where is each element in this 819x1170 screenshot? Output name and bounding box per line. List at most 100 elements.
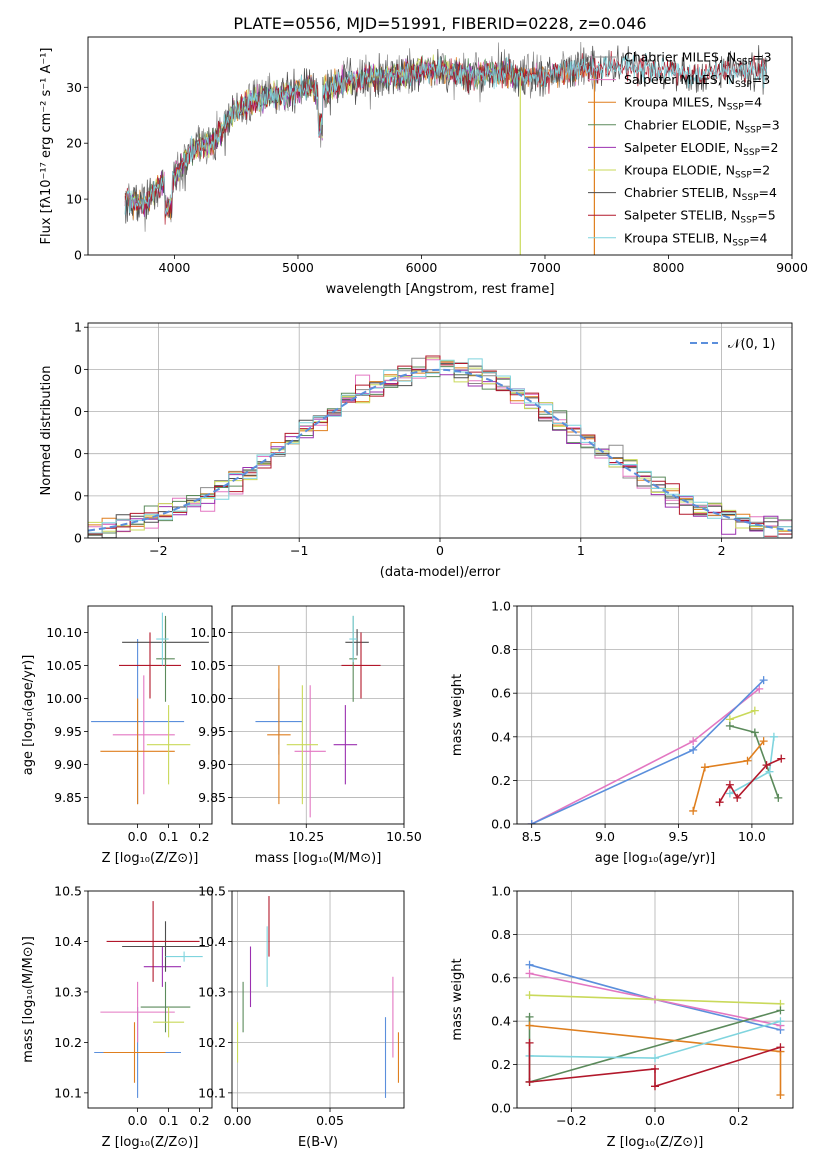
- x-tick-label: −0.2: [556, 1113, 586, 1128]
- data-point: [103, 1022, 166, 1083]
- legend-label-sub: SSP: [727, 103, 744, 113]
- chart-mass_weight_vs_age: 8.5 9.0 9.5 10.0 0.0 0.2 0.4 0.6 0.8 1.0 age [log₁…: [450, 599, 794, 866]
- chart-residuals: 𝒩(0, 1) −2 −1 0 1 2 0 0 0 0 0 1 (data-model)/error No…: [39, 320, 793, 580]
- y-tick-label: 9.90: [198, 757, 226, 772]
- legend-label-sub: SSP: [744, 125, 761, 135]
- legend-label-eq: =4: [759, 185, 777, 200]
- y-tick-label: 10.3: [54, 984, 82, 999]
- x-tick-label: 10.25: [288, 829, 324, 844]
- weight-marker: [750, 728, 759, 737]
- data-point: [341, 632, 381, 699]
- y-tick-label: 9.85: [54, 790, 82, 805]
- y-axis-label: Normed distribution: [39, 366, 54, 496]
- x-tick-label: 2: [718, 543, 726, 558]
- weight-marker: [777, 754, 786, 763]
- x-tick-label: 8.5: [522, 829, 542, 844]
- axes-frame: [231, 890, 405, 1109]
- x-tick-label: 0.0: [128, 1113, 148, 1128]
- weight-series-2: [729, 709, 756, 721]
- y-tick-label: 0.8: [491, 927, 511, 942]
- legend-label-sub: SSP: [743, 148, 760, 158]
- y-axis-label: Flux [fλ10⁻¹⁷ erg cm⁻² s⁻¹ A⁻¹]: [39, 48, 54, 245]
- legend-label-eq: =3: [753, 50, 771, 65]
- axes-frame: [87, 605, 213, 825]
- legend-label-sub: SSP: [740, 216, 757, 226]
- legend-label: 𝒩(0, 1): [728, 337, 775, 352]
- y-tick-label: 10: [66, 192, 82, 207]
- weight-marker: [765, 767, 774, 776]
- weight-marker: [525, 960, 534, 969]
- weight-marker: [759, 737, 768, 746]
- page-title: PLATE=0556, MJD=51991, FIBERID=0228, z=0…: [233, 14, 646, 33]
- y-tick-label: 9.95: [54, 724, 82, 739]
- x-tick-label: 5000: [282, 260, 314, 275]
- weight-marker: [715, 798, 724, 807]
- y-tick-label: 0: [74, 404, 82, 419]
- weight-marker: [689, 745, 698, 754]
- data-point: [165, 951, 203, 962]
- y-tick-label: 0: [74, 248, 82, 263]
- weight-marker: [525, 969, 534, 978]
- legend-label: Kroupa STELIB, NSSP=4: [624, 230, 768, 248]
- y-tick-label: 0.0: [491, 1101, 511, 1116]
- y-tick-label: 0.2: [491, 773, 511, 788]
- weight-marker: [725, 721, 734, 730]
- y-tick-label: 30: [66, 80, 82, 95]
- data-point: [267, 665, 291, 805]
- y-tick-label: 10.05: [190, 658, 226, 673]
- x-tick-label: 10.50: [386, 829, 422, 844]
- legend-label-sub: SSP: [736, 58, 753, 68]
- weight-marker: [774, 793, 783, 802]
- legend-label-sub: SSP: [735, 171, 752, 181]
- y-tick-label: 10.4: [54, 934, 82, 949]
- plot-area: [94, 901, 209, 1098]
- weight-series-0: [531, 688, 760, 824]
- x-tick-label: 0.0: [128, 829, 148, 844]
- weight-series-1: [531, 679, 765, 824]
- y-tick-label: 0: [74, 446, 82, 461]
- x-tick-label: 0.2: [190, 1113, 210, 1128]
- x-tick-label: 0.0: [645, 1113, 665, 1128]
- weight-marker: [776, 1043, 785, 1052]
- y-tick-label: 0.0: [491, 817, 511, 832]
- data-point: [143, 946, 181, 987]
- legend-label: Salpeter ELODIE, NSSP=2: [624, 140, 778, 158]
- weight-marker: [651, 1082, 659, 1091]
- y-axis-label: mass weight: [450, 958, 465, 1040]
- x-axis-label: E(B-V): [298, 1135, 338, 1150]
- data-point: [333, 705, 358, 785]
- legend-label-sub: SSP: [732, 238, 749, 248]
- legend-label: Salpeter STELIB, NSSP=5: [624, 208, 776, 226]
- x-axis-label: wavelength [Angstrom, rest frame]: [326, 282, 555, 297]
- chart-mass_vs_ebv: 0.00 0.05 10.1 10.2 10.3 10.4 10.5 E(B-V): [198, 884, 405, 1150]
- y-tick-label: 0.2: [491, 1057, 511, 1072]
- plot-area: [525, 960, 785, 1099]
- y-axis-label: mass weight: [450, 674, 465, 756]
- y-tick-label: 10.00: [190, 691, 226, 706]
- weight-marker: [525, 1038, 534, 1047]
- axes-frame: [231, 605, 405, 825]
- weight-marker: [762, 761, 771, 770]
- y-tick-label: 9.90: [54, 757, 82, 772]
- y-tick-label: 10.1: [198, 1085, 226, 1100]
- weight-marker: [525, 1012, 534, 1021]
- weight-marker: [776, 1090, 785, 1099]
- charts-layer: Chabrier MILES, NSSP=3 Salpeter MILES, NS…: [21, 36, 808, 1150]
- data-point: [349, 615, 358, 663]
- data-point: [345, 629, 369, 656]
- data-point: [146, 705, 191, 785]
- x-axis-label: Z [log₁₀(Z/Z⊙)]: [102, 1135, 199, 1150]
- weight-series-4: [692, 740, 765, 812]
- chart-mass_weight_vs_z: −0.2 0.0 0.2 0.0 0.2 0.4 0.6 0.8 1.0 Z [log₁₀(Z/Z…: [450, 884, 794, 1150]
- x-tick-label: 7000: [529, 260, 561, 275]
- data-point: [112, 675, 175, 795]
- axes-frame: [516, 605, 794, 825]
- chart-age_vs_z: 0.0 0.1 0.2 9.85 9.90 9.95 10.00 10.05 10.10 Z [l…: [21, 605, 213, 866]
- legend-label-eq: =3: [761, 117, 779, 132]
- data-point: [286, 685, 318, 805]
- y-tick-label: 1: [74, 320, 82, 335]
- x-tick-label: 4000: [159, 260, 191, 275]
- gaussian-curve: [88, 368, 792, 532]
- legend-label-eq: =5: [757, 208, 775, 223]
- weight-marker: [750, 706, 759, 715]
